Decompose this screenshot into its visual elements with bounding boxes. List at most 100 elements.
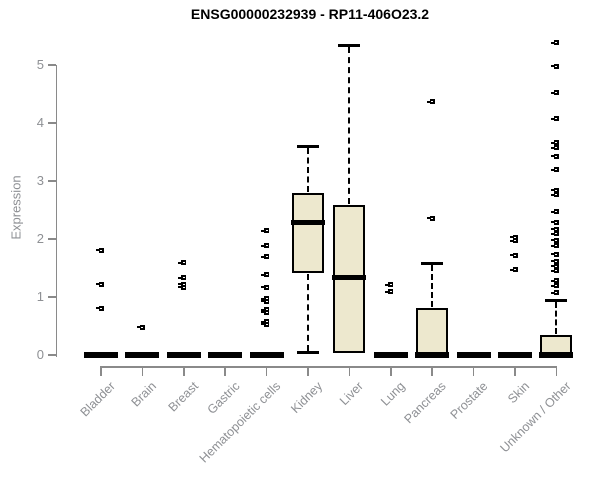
outlier-point xyxy=(550,243,559,249)
x-tick xyxy=(555,366,558,376)
median-line xyxy=(415,352,450,358)
x-tick xyxy=(183,366,185,376)
outlier-point xyxy=(550,116,559,122)
median-line xyxy=(249,352,284,358)
outlier-point xyxy=(509,267,518,273)
whisker-cap xyxy=(297,351,319,355)
x-category-label: Unknown / Other xyxy=(497,379,574,456)
outlier-point xyxy=(550,153,559,159)
median-line xyxy=(84,352,118,358)
outlier-point xyxy=(509,252,518,258)
y-tick-label: 2 xyxy=(36,231,44,246)
x-tick xyxy=(390,366,392,376)
outlier-point xyxy=(550,140,559,146)
outlier-point xyxy=(550,40,559,46)
y-tick xyxy=(48,64,56,66)
outlier-point xyxy=(550,90,559,96)
x-tick xyxy=(431,366,433,376)
x-category-label: Pancreas xyxy=(401,379,450,427)
outlier-point xyxy=(550,192,559,198)
median-line xyxy=(166,352,201,358)
x-category-label: Kidney xyxy=(287,379,325,416)
whisker-cap xyxy=(545,298,568,302)
x-tick xyxy=(100,366,102,376)
x-tick xyxy=(348,366,351,376)
outlier-point xyxy=(550,258,559,264)
median-line xyxy=(498,352,532,358)
outlier-point xyxy=(550,283,559,289)
x-category-label: Liver xyxy=(337,379,367,409)
outlier-point xyxy=(261,243,270,249)
median-line xyxy=(125,352,160,358)
outlier-point xyxy=(261,272,270,278)
outlier-point xyxy=(509,234,518,240)
x-category-label: Skin xyxy=(504,379,532,407)
box xyxy=(292,193,324,274)
outlier-point xyxy=(550,263,559,269)
outlier-point xyxy=(550,187,559,193)
whisker-line xyxy=(431,264,434,307)
median-line xyxy=(291,220,325,226)
y-axis-line xyxy=(55,65,57,357)
y-tick-label: 1 xyxy=(36,289,44,304)
x-category-label: Prostate xyxy=(447,379,491,422)
outlier-point xyxy=(550,209,559,215)
whisker-line xyxy=(348,47,351,204)
x-tick xyxy=(472,366,475,376)
x-category-label: Brain xyxy=(128,379,160,410)
outlier-point xyxy=(550,237,559,243)
x-tick xyxy=(265,366,268,376)
y-tick-label: 5 xyxy=(36,57,44,72)
y-tick xyxy=(48,180,56,182)
whisker-cap xyxy=(421,261,444,265)
outlier-point xyxy=(550,290,559,296)
outlier-point xyxy=(550,251,559,257)
whisker-cap xyxy=(297,145,319,149)
y-tick-label: 4 xyxy=(36,115,44,130)
outlier-point xyxy=(426,99,435,105)
outlier-point xyxy=(95,305,104,311)
x-axis-line xyxy=(100,366,558,368)
outlier-point xyxy=(426,215,435,221)
x-category-label: Bladder xyxy=(77,379,118,420)
whisker-line xyxy=(307,148,309,193)
box xyxy=(416,308,449,355)
outlier-point xyxy=(95,281,104,287)
median-line xyxy=(373,352,408,358)
outlier-point xyxy=(550,167,559,173)
whisker-line xyxy=(555,301,558,335)
outlier-point xyxy=(550,268,559,274)
whisker-line xyxy=(307,274,309,352)
y-tick xyxy=(48,354,56,356)
x-tick xyxy=(514,366,516,376)
whisker-cap xyxy=(338,44,361,48)
outlier-point xyxy=(95,247,104,253)
x-category-label: Breast xyxy=(165,379,201,415)
outlier-point xyxy=(261,254,270,260)
median-line xyxy=(208,352,243,358)
x-category-label: Gastric xyxy=(204,379,243,417)
outlier-point xyxy=(550,226,559,232)
outlier-point xyxy=(178,275,187,281)
outlier-point xyxy=(550,219,559,225)
x-tick xyxy=(141,366,144,376)
outlier-point xyxy=(261,321,270,327)
y-tick xyxy=(48,296,56,298)
x-category-label: Lung xyxy=(378,379,408,409)
chart-title: ENSG00000232939 - RP11-406O23.2 xyxy=(190,6,430,22)
median-line xyxy=(539,352,574,358)
x-category-label: Hematopoietic cells xyxy=(196,379,284,466)
outlier-point xyxy=(550,231,559,237)
outlier-point xyxy=(136,324,145,330)
y-tick-label: 0 xyxy=(36,347,44,362)
outlier-point xyxy=(178,281,187,287)
median-line xyxy=(456,352,491,358)
outlier-point xyxy=(385,289,394,295)
y-tick-label: 3 xyxy=(36,173,44,188)
outlier-point xyxy=(385,282,394,288)
y-tick xyxy=(48,238,56,240)
x-tick xyxy=(224,366,226,376)
median-line xyxy=(332,275,367,281)
x-tick xyxy=(307,366,309,376)
